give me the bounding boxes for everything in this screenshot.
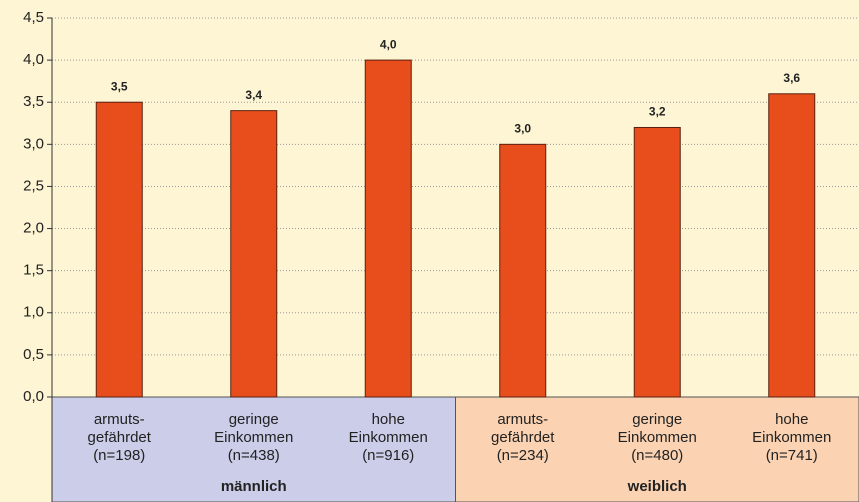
bar [633,126,681,398]
value-label: 4,0 [380,37,397,51]
x-tick-label-line: (n=741) [766,447,818,464]
value-label: 3,2 [649,105,666,119]
x-tick-label-line: (n=198) [93,447,145,464]
y-tick-label: 2,5 [23,177,44,194]
x-tick-label-line: Einkommen [618,429,697,446]
y-tick-label: 1,0 [23,304,44,321]
x-tick-label-line: Einkommen [752,429,831,446]
y-tick-label: 4,0 [23,51,44,68]
bar [499,143,547,398]
group-background [51,396,456,502]
y-tick-label: 3,5 [23,93,44,110]
y-tick-label: 0,0 [23,388,44,405]
x-tick-label-line: armuts- [497,411,548,428]
x-tick-label: armuts-gefährdet (n=234) [491,411,555,464]
y-tick-label: 0,5 [23,346,44,363]
x-tick-label-line: Einkommen [349,429,428,446]
x-tick-label-line: geringe [229,411,279,428]
value-label: 3,4 [245,88,262,102]
x-tick-label-line: Einkommen [214,429,293,446]
x-tick-label-line: (n=480) [631,447,683,464]
x-tick-label-line: (n=916) [362,447,414,464]
x-tick-label-line: hohe [372,411,405,428]
x-tick-label: hohe Einkommen (n=916) [349,411,428,464]
bar [364,59,412,398]
y-tick-label: 2,0 [23,220,44,237]
x-tick-label-line: (n=234) [497,447,549,464]
x-tick-label: geringe Einkommen (n=480) [618,411,697,464]
x-tick-label: armuts-gefährdet (n=198) [88,411,152,464]
y-tick-label: 4,5 [23,9,44,26]
x-tick-label-line: armuts- [94,411,145,428]
bar [230,110,278,398]
x-tick-label-line: gefährdet [88,429,152,446]
bar [95,101,143,398]
x-tick-label: hohe Einkommen (n=741) [752,411,831,464]
x-tick-label-line: gefährdet [491,429,555,446]
x-tick-label-line: (n=438) [228,447,280,464]
group-label: weiblich [627,478,687,495]
value-label: 3,5 [111,79,128,93]
y-tick-label: 3,0 [23,135,44,152]
group-label: männlich [221,478,287,495]
x-tick-label-line: hohe [775,411,808,428]
y-tick-label: 1,5 [23,262,44,279]
value-label: 3,6 [783,71,800,85]
x-tick-label-line: geringe [632,411,682,428]
x-tick-label: geringe Einkommen (n=438) [214,411,293,464]
bar [768,93,816,398]
group-background [455,396,859,502]
value-label: 3,0 [514,122,531,136]
